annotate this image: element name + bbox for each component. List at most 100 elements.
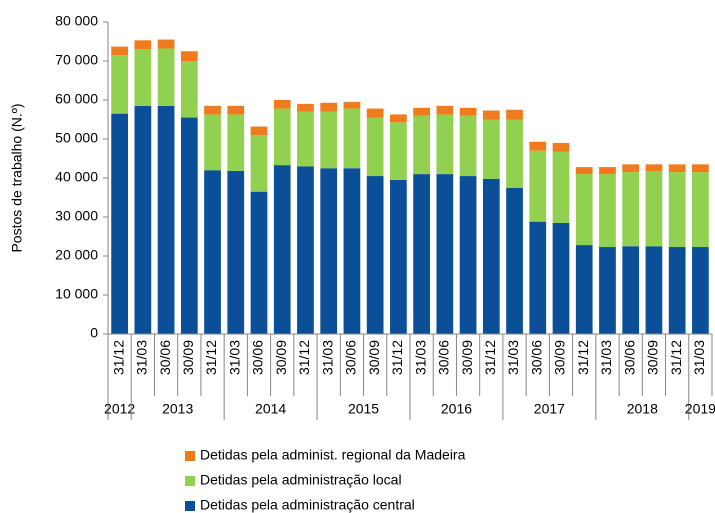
bar-segment bbox=[459, 107, 477, 116]
bar-segment bbox=[575, 245, 593, 334]
x-tick-label: 30/09 bbox=[180, 340, 196, 375]
bar-segment bbox=[482, 119, 500, 179]
bar-segment bbox=[204, 105, 221, 115]
bar-segment bbox=[366, 176, 384, 334]
bar-segment bbox=[250, 191, 268, 334]
bar-segment bbox=[343, 108, 361, 169]
bar-segment bbox=[227, 170, 245, 334]
bar-segment bbox=[157, 105, 175, 334]
x-tick-label: 31/03 bbox=[412, 340, 428, 375]
y-tick-label: 10 000 bbox=[55, 286, 98, 302]
x-tick-label: 30/06 bbox=[250, 340, 266, 375]
legend-swatch bbox=[185, 476, 195, 486]
bar-segment bbox=[320, 111, 338, 169]
bar-segment bbox=[111, 113, 128, 335]
x-tick-label: 30/09 bbox=[645, 340, 661, 375]
bar-segment bbox=[366, 117, 384, 177]
bar-segment bbox=[645, 246, 663, 334]
bar-segment bbox=[459, 115, 477, 177]
bar-segment bbox=[204, 114, 221, 171]
bar-segment bbox=[366, 108, 384, 118]
bar-segment bbox=[529, 221, 547, 334]
bar-segment bbox=[111, 55, 128, 114]
bar-segment bbox=[692, 164, 709, 173]
bar-segment bbox=[668, 164, 686, 173]
bar-segment bbox=[227, 105, 245, 115]
x-tick-label: 31/03 bbox=[691, 340, 707, 375]
y-tick-label: 0 bbox=[90, 325, 98, 341]
legend-label: Detidas pela administração central bbox=[200, 497, 415, 513]
x-tick-label: 31/12 bbox=[575, 340, 591, 375]
bar-segment bbox=[459, 176, 477, 334]
year-label: 2013 bbox=[162, 401, 193, 417]
bar-segment bbox=[297, 111, 314, 167]
bar-segment bbox=[622, 246, 640, 334]
x-tick-label: 30/09 bbox=[459, 340, 475, 375]
year-label: 2015 bbox=[348, 401, 379, 417]
bar-segment bbox=[506, 109, 523, 120]
year-label: 2012 bbox=[104, 401, 135, 417]
bar-segment bbox=[273, 165, 291, 334]
bar-segment bbox=[227, 114, 245, 171]
x-tick-label: 30/09 bbox=[366, 340, 382, 375]
bar-segment bbox=[668, 172, 686, 248]
bar-segment bbox=[273, 108, 291, 166]
x-tick-label: 30/06 bbox=[436, 340, 452, 375]
bar-segment bbox=[482, 110, 500, 120]
bar-segment bbox=[436, 174, 454, 334]
bar-segment bbox=[297, 103, 314, 112]
legend-label: Detidas pela administração local bbox=[200, 472, 402, 488]
bar-segment bbox=[204, 170, 221, 334]
bar-segment bbox=[692, 172, 709, 248]
bar-segment bbox=[343, 168, 361, 334]
bar-segment bbox=[413, 107, 430, 116]
bar-segment bbox=[599, 167, 616, 175]
x-tick-label: 31/03 bbox=[598, 340, 614, 375]
bar-segment bbox=[180, 51, 198, 61]
bar-segment bbox=[436, 114, 454, 175]
x-tick-label: 30/09 bbox=[273, 340, 289, 375]
bar-segment bbox=[529, 150, 547, 222]
x-tick-label: 31/03 bbox=[226, 340, 242, 375]
bar-segment bbox=[297, 166, 314, 334]
x-tick-label: 30/06 bbox=[621, 340, 637, 375]
bar-segment bbox=[622, 172, 640, 247]
bar-segment bbox=[134, 49, 152, 106]
bar-segment bbox=[552, 222, 570, 334]
bar-segment bbox=[506, 119, 523, 188]
x-tick-label: 30/06 bbox=[157, 340, 173, 375]
bar-segment bbox=[390, 114, 407, 123]
bar-segment bbox=[390, 122, 407, 180]
bar-segment bbox=[622, 164, 640, 173]
y-axis-label: Postos de trabalho (N.º) bbox=[9, 103, 25, 252]
y-tick-label: 40 000 bbox=[55, 169, 98, 185]
bar-segment bbox=[320, 102, 338, 112]
bar-segment bbox=[552, 142, 570, 152]
y-tick-label: 50 000 bbox=[55, 130, 98, 146]
bar-segment bbox=[250, 126, 268, 136]
bar-segment bbox=[157, 39, 175, 49]
bar-segment bbox=[111, 46, 128, 56]
year-label: 2019 bbox=[685, 401, 715, 417]
bar-segment bbox=[157, 48, 175, 106]
bar-segment bbox=[645, 164, 663, 171]
year-label: 2017 bbox=[534, 401, 565, 417]
bar-segment bbox=[482, 178, 500, 334]
x-tick-label: 31/12 bbox=[110, 340, 126, 375]
x-tick-label: 31/12 bbox=[203, 340, 219, 375]
bar-segment bbox=[645, 170, 663, 247]
year-label: 2016 bbox=[441, 401, 472, 417]
legend-swatch bbox=[185, 501, 195, 511]
x-tick-label: 31/03 bbox=[505, 340, 521, 375]
bar-segment bbox=[436, 105, 454, 115]
x-tick-label: 31/12 bbox=[668, 340, 684, 375]
x-tick-label: 31/12 bbox=[389, 340, 405, 375]
legend-swatch bbox=[185, 451, 195, 461]
x-tick-label: 31/12 bbox=[296, 340, 312, 375]
bar-segment bbox=[180, 61, 198, 118]
bar-segment bbox=[273, 100, 291, 109]
bar-segment bbox=[134, 105, 152, 334]
bar-segment bbox=[180, 117, 198, 334]
legend-label: Detidas pela administ. regional da Madei… bbox=[200, 447, 466, 463]
